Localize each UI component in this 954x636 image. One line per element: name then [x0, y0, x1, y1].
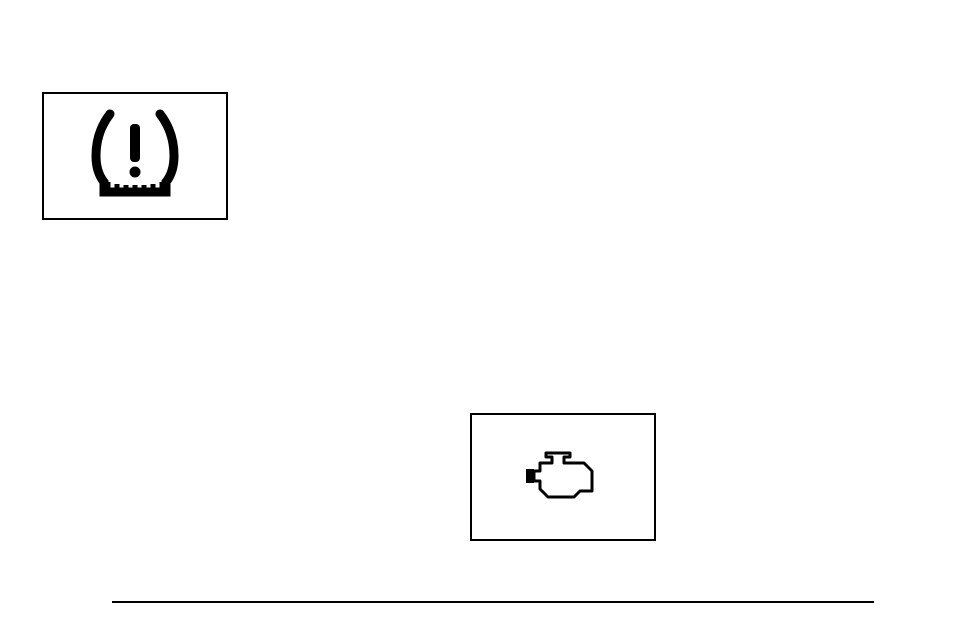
check-engine-icon [518, 447, 608, 507]
tpms-warning-box [42, 92, 228, 220]
page-divider [112, 601, 874, 603]
tpms-icon [80, 106, 190, 206]
check-engine-box [470, 413, 656, 541]
